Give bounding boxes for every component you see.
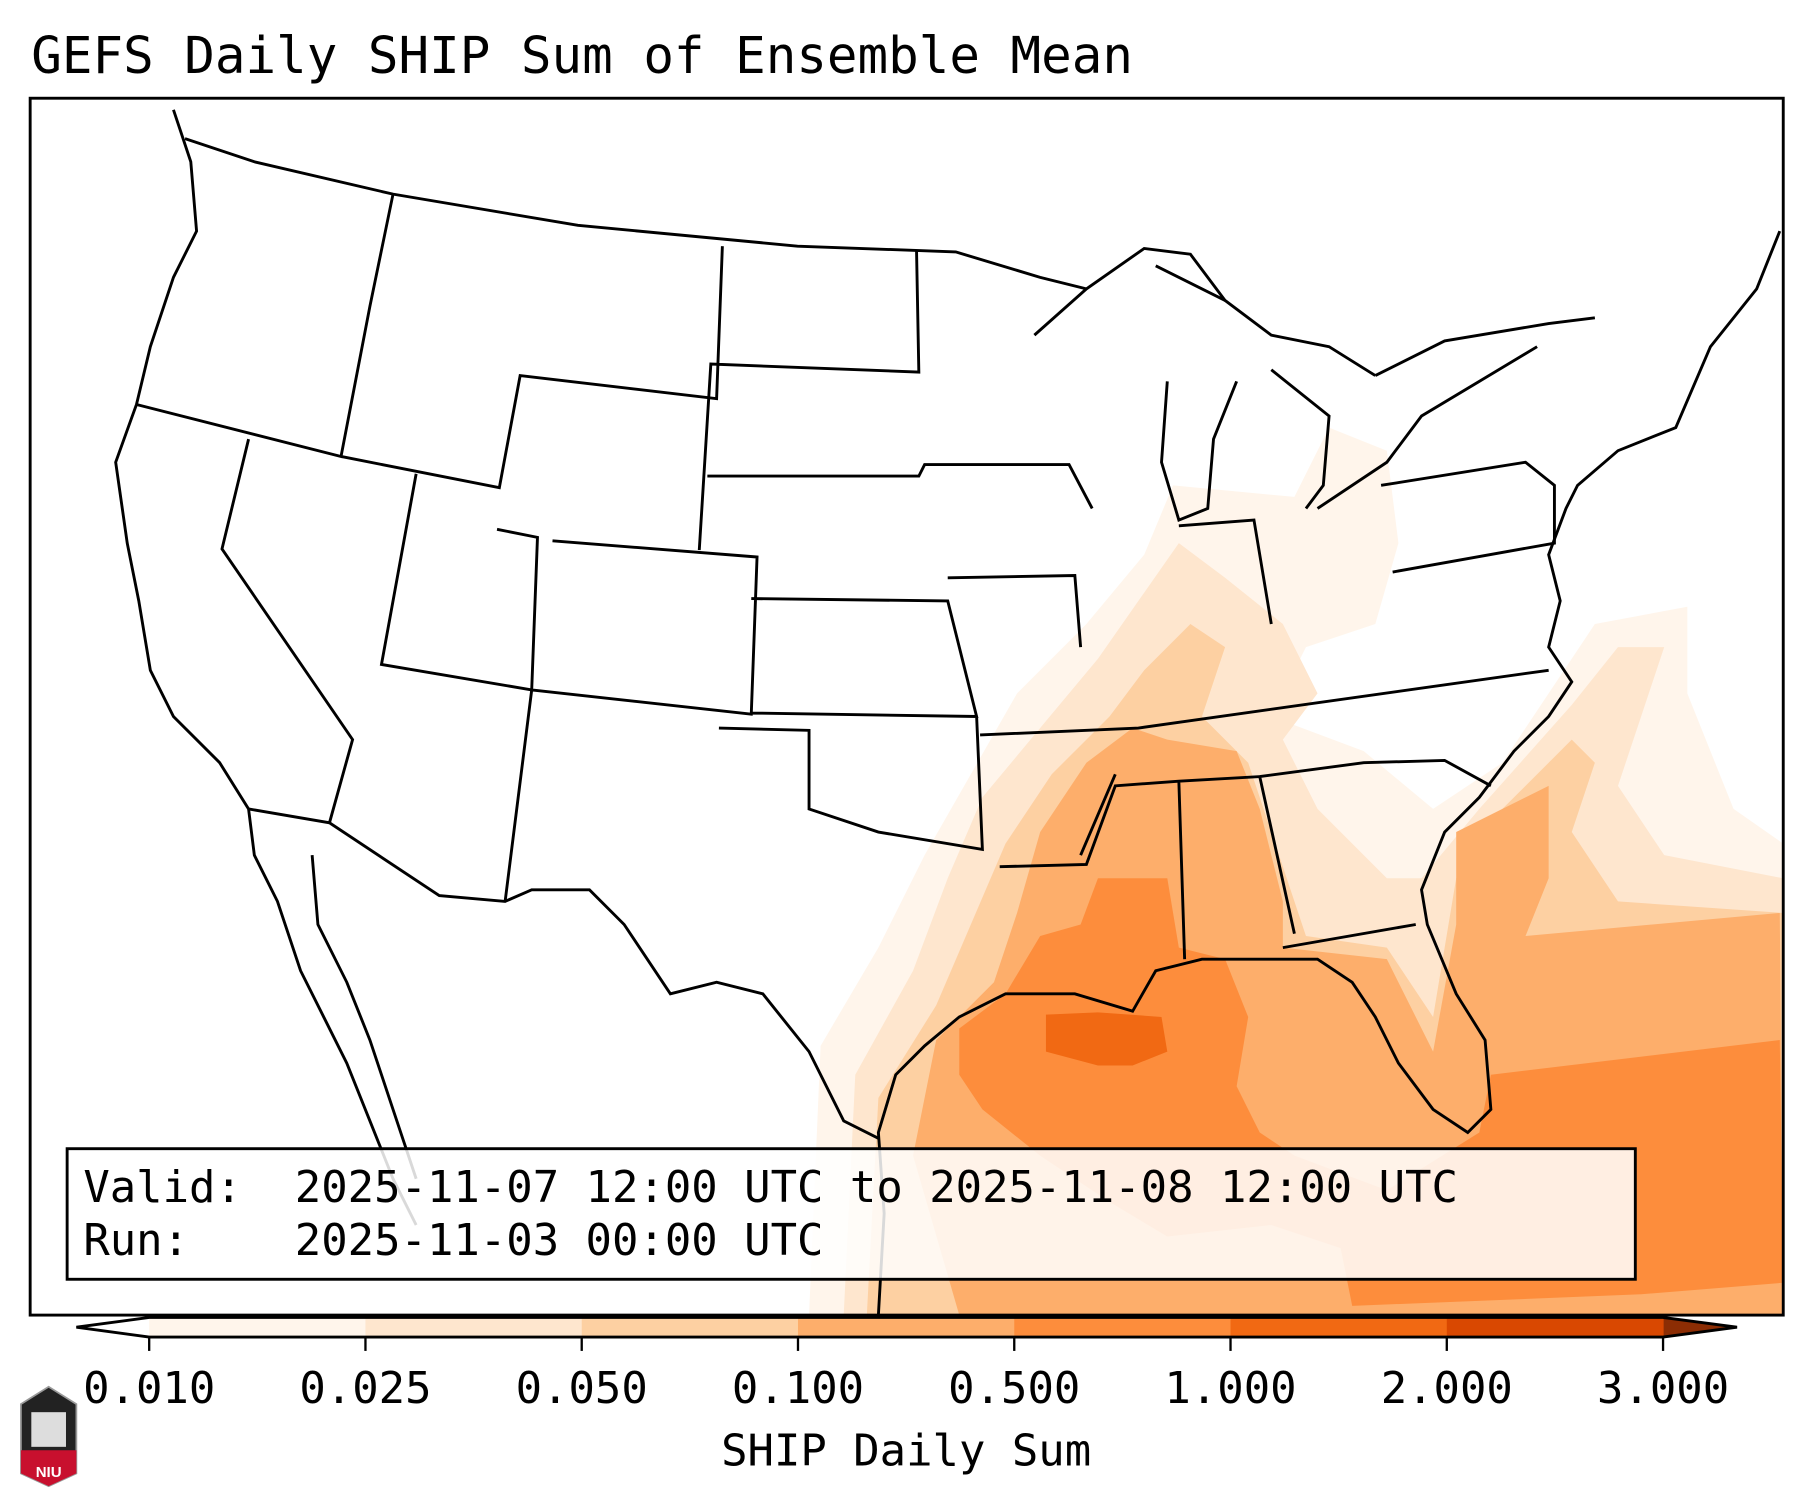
colorbar-segment: [365, 1317, 583, 1338]
colorbar-tick-label: 0.025: [299, 1363, 431, 1414]
us-mexico-border: [248, 807, 880, 1140]
svg-text:NIU: NIU: [36, 1464, 62, 1481]
colorbar-segment: [149, 1317, 367, 1338]
colorbar-label: SHIP Daily Sum: [721, 1425, 1091, 1476]
canada-border: [184, 137, 1596, 377]
valid-value: 2025-11-07 12:00 UTC to 2025-11-08 12:00…: [295, 1162, 1458, 1213]
colorbar-segment: [1014, 1317, 1232, 1338]
coastline-west: [114, 109, 418, 1226]
boundaries: [114, 109, 1782, 1316]
great-lakes: [1033, 246, 1538, 522]
niu-logo: NIU: [20, 1385, 78, 1488]
colorbar-tick-label: 0.050: [516, 1363, 648, 1414]
colorbar-segment: [581, 1317, 799, 1338]
colorbar-tick-label: 0.010: [83, 1363, 215, 1414]
colorbar-segment: [1446, 1317, 1664, 1338]
colorbar-tick-label: 0.100: [732, 1363, 864, 1414]
state-lines: [136, 193, 1556, 960]
run-label: Run:: [83, 1215, 189, 1266]
level-1-000: [1045, 1012, 1168, 1066]
map-panel: [28, 96, 1785, 1317]
colorbar-under-arrow: [76, 1317, 150, 1338]
colorbar-tick-label: 2.000: [1381, 1363, 1513, 1414]
colorbar-tick-label: 1.000: [1164, 1363, 1296, 1414]
figure-title: GEFS Daily SHIP Sum of Ensemble Mean: [31, 26, 1133, 85]
colorbar: 0.010 0.025 0.050 0.100 0.500 1.000 2.000 3.000: [76, 1315, 1738, 1414]
colorbar-segment: [797, 1317, 1015, 1338]
coastline-gulf: [876, 230, 1782, 1316]
info-box: Valid: 2025-11-07 12:00 UTC to 2025-11-0…: [65, 1147, 1637, 1281]
baja-coast: [310, 855, 418, 1180]
colorbar-tick-label: 3.000: [1597, 1363, 1729, 1414]
run-value: 2025-11-03 00:00 UTC: [295, 1215, 824, 1266]
colorbar-tick-label: 0.500: [948, 1363, 1080, 1414]
colorbar-segment: [1230, 1317, 1448, 1338]
colorbar-over-arrow: [1663, 1317, 1738, 1338]
valid-label: Valid:: [83, 1162, 242, 1213]
